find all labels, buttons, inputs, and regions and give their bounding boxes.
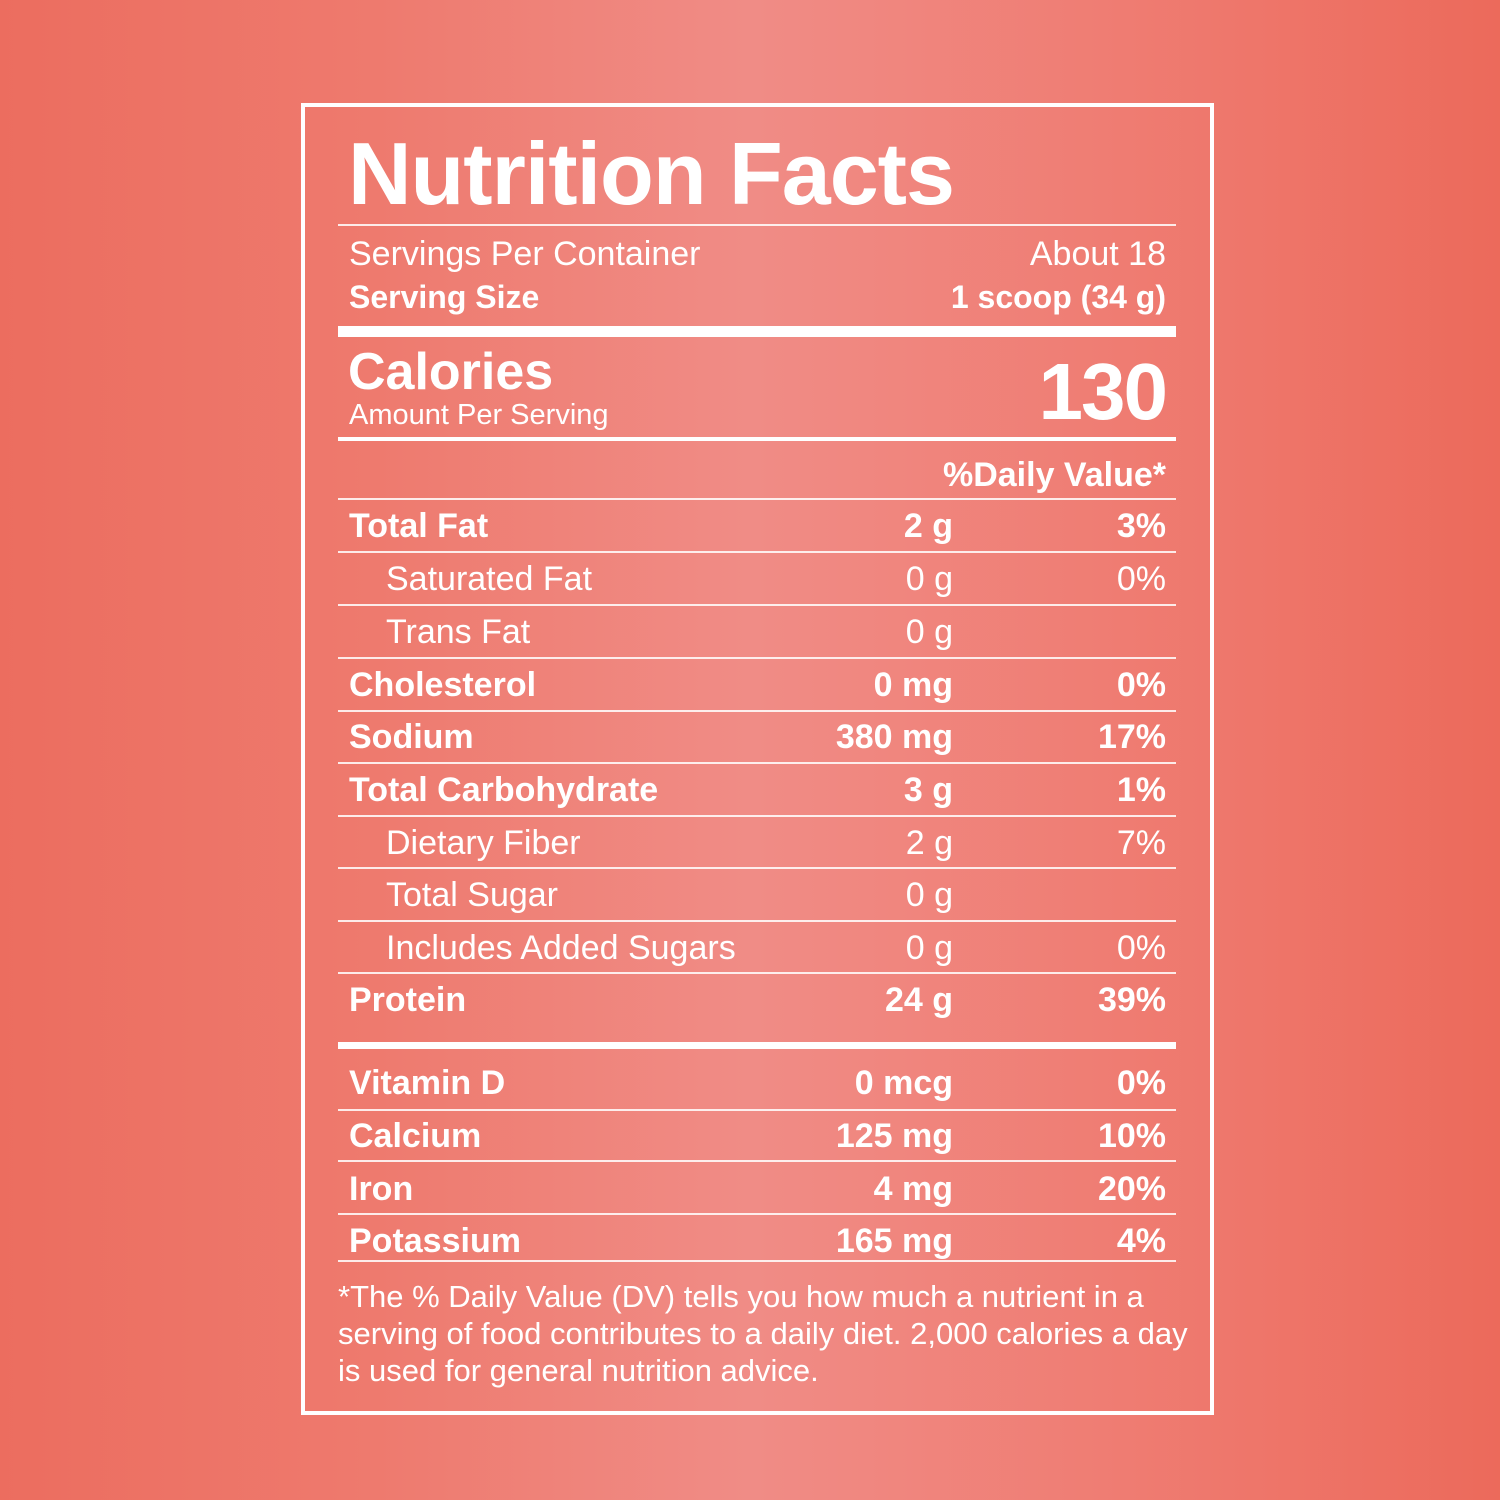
divider xyxy=(338,224,1176,226)
nutrient-amount: 0 g xyxy=(905,613,953,651)
divider xyxy=(338,815,1176,817)
vitamin-daily-value: 20% xyxy=(1097,1170,1166,1208)
nutrient-row: Total Carbohydrate 3 g 1% xyxy=(338,765,1176,815)
nutrient-daily-value: 17% xyxy=(1097,718,1166,756)
vitamin-amount: 4 mg xyxy=(873,1170,953,1208)
thick-divider xyxy=(338,1042,1176,1049)
nutrient-name: Total Carbohydrate xyxy=(349,771,659,809)
nutrient-amount: 2 g xyxy=(903,507,953,545)
nutrient-row: Trans Fat 0 g xyxy=(338,607,1176,657)
nutrient-daily-value: 1% xyxy=(1116,771,1166,809)
divider xyxy=(338,762,1176,764)
thick-divider xyxy=(338,326,1176,337)
nutrient-name: Saturated Fat xyxy=(386,560,593,598)
divider xyxy=(338,551,1176,553)
nutrient-amount: 24 g xyxy=(884,981,953,1019)
nutrient-daily-value: 0% xyxy=(1116,929,1166,967)
vitamin-amount: 165 mg xyxy=(835,1222,953,1260)
divider xyxy=(338,657,1176,659)
nutrient-name: Total Fat xyxy=(349,507,489,545)
medium-divider xyxy=(338,437,1176,441)
divider xyxy=(338,710,1176,712)
servings-per-container-label: Servings Per Container xyxy=(349,235,701,273)
nutrient-amount: 0 mg xyxy=(873,666,953,704)
nutrient-amount: 2 g xyxy=(905,824,953,862)
amount-per-serving-label: Amount Per Serving xyxy=(349,399,609,431)
divider xyxy=(338,1109,1176,1111)
vitamin-name: Vitamin D xyxy=(349,1064,506,1102)
vitamin-name: Potassium xyxy=(349,1222,521,1260)
nutrient-name: Sodium xyxy=(349,718,474,756)
vitamin-daily-value: 4% xyxy=(1116,1222,1166,1260)
nutrient-name: Includes Added Sugars xyxy=(386,929,736,967)
vitamin-amount: 125 mg xyxy=(835,1117,953,1155)
divider xyxy=(338,604,1176,606)
divider xyxy=(338,498,1176,500)
serving-size-value: 1 scoop (34 g) xyxy=(950,279,1166,315)
nutrient-name: Trans Fat xyxy=(386,613,531,651)
nutrient-row: Includes Added Sugars 0 g 0% xyxy=(338,923,1176,973)
divider xyxy=(338,1213,1176,1215)
calories-value: 130 xyxy=(1038,347,1168,436)
nutrient-name: Total Sugar xyxy=(386,876,558,914)
nutrient-name: Dietary Fiber xyxy=(386,824,581,862)
nutrient-amount: 0 g xyxy=(905,876,953,914)
nutrient-daily-value: 3% xyxy=(1116,507,1166,545)
nutrient-daily-value: 0% xyxy=(1116,666,1166,704)
vitamin-row: Iron 4 mg 20% xyxy=(338,1164,1176,1214)
daily-value-footnote: *The % Daily Value (DV) tells you how mu… xyxy=(338,1279,1188,1388)
nutrient-row: Cholesterol 0 mg 0% xyxy=(338,660,1176,710)
daily-value-header: %Daily Value* xyxy=(942,456,1166,494)
vitamin-daily-value: 10% xyxy=(1097,1117,1166,1155)
divider xyxy=(338,867,1176,869)
nutrient-row: Total Fat 2 g 3% xyxy=(338,501,1176,551)
divider xyxy=(338,1160,1176,1162)
nutrient-row: Dietary Fiber 2 g 7% xyxy=(338,818,1176,868)
vitamin-daily-value: 0% xyxy=(1116,1064,1166,1102)
nutrient-row: Sodium 380 mg 17% xyxy=(338,712,1176,762)
nutrient-daily-value: 0% xyxy=(1116,560,1166,598)
divider xyxy=(338,1260,1176,1262)
divider xyxy=(338,972,1176,974)
vitamin-row: Vitamin D 0 mcg 0% xyxy=(338,1058,1176,1108)
vitamin-row: Calcium 125 mg 10% xyxy=(338,1111,1176,1161)
nutrient-name: Cholesterol xyxy=(349,666,537,704)
vitamin-name: Calcium xyxy=(349,1117,482,1155)
vitamin-amount: 0 mcg xyxy=(854,1064,953,1102)
nutrient-amount: 3 g xyxy=(903,771,953,809)
nutrient-amount: 0 g xyxy=(905,929,953,967)
vitamin-name: Iron xyxy=(349,1170,414,1208)
divider xyxy=(338,920,1176,922)
nutrient-row: Protein 24 g 39% xyxy=(338,975,1176,1025)
nutrition-label-border xyxy=(301,103,1214,1415)
servings-per-container-value: About 18 xyxy=(1029,235,1166,273)
vitamin-row: Potassium 165 mg 4% xyxy=(338,1216,1176,1266)
nutrient-row: Saturated Fat 0 g 0% xyxy=(338,554,1176,604)
nutrient-amount: 380 mg xyxy=(835,718,953,756)
calories-label: Calories xyxy=(348,343,554,401)
label-title: Nutrition Facts xyxy=(348,124,955,223)
nutrient-daily-value: 39% xyxy=(1097,981,1166,1019)
nutrient-amount: 0 g xyxy=(905,560,953,598)
nutrient-name: Protein xyxy=(349,981,467,1019)
nutrient-daily-value: 7% xyxy=(1116,824,1166,862)
serving-size-label: Serving Size xyxy=(349,279,540,315)
nutrient-row: Total Sugar 0 g xyxy=(338,870,1176,920)
